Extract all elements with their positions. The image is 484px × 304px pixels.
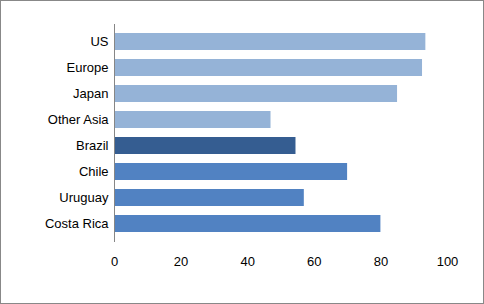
- svg-text:40: 40: [240, 254, 254, 269]
- svg-text:Uruguay: Uruguay: [59, 190, 109, 205]
- svg-text:0: 0: [111, 254, 118, 269]
- svg-text:80: 80: [374, 254, 388, 269]
- svg-text:20: 20: [174, 254, 188, 269]
- svg-text:Japan: Japan: [73, 86, 108, 101]
- svg-text:100: 100: [437, 254, 459, 269]
- svg-text:Chile: Chile: [79, 164, 109, 179]
- svg-text:Other Asia: Other Asia: [48, 112, 109, 127]
- svg-text:Europe: Europe: [67, 60, 109, 75]
- svg-text:US: US: [90, 34, 108, 49]
- svg-text:Costa Rica: Costa Rica: [45, 216, 109, 231]
- svg-text:60: 60: [307, 254, 321, 269]
- svg-text:Brazil: Brazil: [76, 138, 109, 153]
